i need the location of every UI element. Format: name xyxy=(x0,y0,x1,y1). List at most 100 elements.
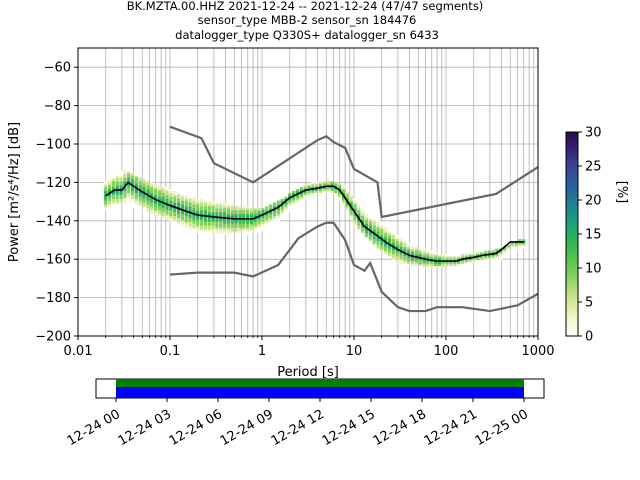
density-cell xyxy=(138,192,142,195)
density-cell xyxy=(130,191,135,193)
x-tick-label: 0.01 xyxy=(64,344,93,359)
density-cell xyxy=(219,227,223,230)
density-cell xyxy=(169,214,173,217)
timeline-tick-label: 12-24 15 xyxy=(320,407,378,449)
density-cell xyxy=(138,177,142,180)
density-cell xyxy=(357,202,361,205)
density-cell xyxy=(123,169,127,172)
density-cell xyxy=(165,198,169,201)
density-cell xyxy=(192,221,196,224)
density-cell xyxy=(142,198,146,201)
density-cell xyxy=(130,194,135,197)
density-cell xyxy=(196,225,200,228)
density-cell xyxy=(269,217,273,220)
density-cell xyxy=(215,227,219,230)
density-cell xyxy=(215,214,219,217)
density-cell xyxy=(111,198,115,201)
density-cell xyxy=(265,214,269,217)
density-cell xyxy=(391,248,395,251)
density-cell xyxy=(119,198,123,201)
density-cell xyxy=(142,210,146,213)
density-cell xyxy=(184,206,188,209)
density-cell xyxy=(207,200,211,203)
density-cell xyxy=(269,214,273,217)
density-cell xyxy=(203,229,208,232)
density-cell xyxy=(161,187,165,190)
density-cell xyxy=(364,221,369,224)
density-cell xyxy=(292,196,296,199)
density-cell xyxy=(238,219,242,222)
density-cell xyxy=(368,215,372,218)
density-cell xyxy=(502,252,507,255)
density-cell xyxy=(265,210,269,213)
density-cell xyxy=(222,208,227,211)
density-cell xyxy=(127,179,131,182)
density-cell xyxy=(169,192,173,195)
density-cell xyxy=(169,206,173,209)
density-cell xyxy=(368,235,372,238)
density-cell xyxy=(123,192,127,195)
colorbar-gradient xyxy=(565,131,579,337)
density-cell xyxy=(111,192,115,195)
density-cell xyxy=(395,256,399,259)
density-cell xyxy=(361,225,365,228)
density-cell xyxy=(468,254,472,257)
density-cell xyxy=(253,221,257,224)
density-cell xyxy=(261,210,265,213)
density-cell xyxy=(418,265,422,268)
density-cell xyxy=(491,250,495,253)
density-cell xyxy=(441,265,445,268)
density-cell xyxy=(407,242,411,245)
x-tick-label: 0.1 xyxy=(160,344,181,359)
density-cell xyxy=(476,258,480,261)
density-cell xyxy=(499,258,503,261)
density-cell xyxy=(246,227,250,230)
density-cell xyxy=(299,200,303,203)
density-cell xyxy=(395,258,399,261)
density-cell xyxy=(353,198,357,201)
density-cell xyxy=(261,219,265,222)
density-cell xyxy=(138,200,142,203)
density-cell xyxy=(180,194,185,197)
density-cell xyxy=(372,242,376,245)
density-cell xyxy=(338,187,342,190)
density-cell xyxy=(119,183,123,186)
density-cell xyxy=(395,254,399,257)
density-cell xyxy=(123,194,127,197)
density-cell xyxy=(157,185,161,188)
density-cell xyxy=(134,206,138,209)
density-cell xyxy=(269,215,273,218)
density-cell xyxy=(479,258,484,261)
density-cell xyxy=(153,187,158,190)
density-cell xyxy=(176,214,181,217)
density-cell xyxy=(157,191,161,193)
density-cell xyxy=(215,233,219,236)
density-cell xyxy=(334,194,338,197)
density-cell xyxy=(230,210,234,213)
density-cell xyxy=(157,189,161,192)
density-cell xyxy=(169,208,173,211)
density-cell xyxy=(453,262,457,265)
density-cell xyxy=(376,244,380,247)
density-cell xyxy=(384,231,388,234)
density-cell xyxy=(307,191,311,193)
density-cell xyxy=(127,202,131,205)
density-cell xyxy=(199,202,204,205)
density-cell xyxy=(249,219,254,222)
density-cell xyxy=(184,194,188,197)
density-cell xyxy=(407,252,411,255)
density-cell xyxy=(249,214,254,217)
density-cell xyxy=(188,196,192,199)
density-cell xyxy=(483,252,487,255)
timeline-tick-label: 12-24 03 xyxy=(116,407,174,449)
density-cell xyxy=(180,204,185,207)
density-cell xyxy=(226,219,231,222)
density-cell xyxy=(491,254,495,257)
density-cell xyxy=(334,185,338,188)
density-cell xyxy=(150,189,154,192)
density-cell xyxy=(111,181,115,184)
density-cell xyxy=(153,204,158,207)
density-cell xyxy=(196,198,200,201)
density-cell xyxy=(456,254,461,257)
